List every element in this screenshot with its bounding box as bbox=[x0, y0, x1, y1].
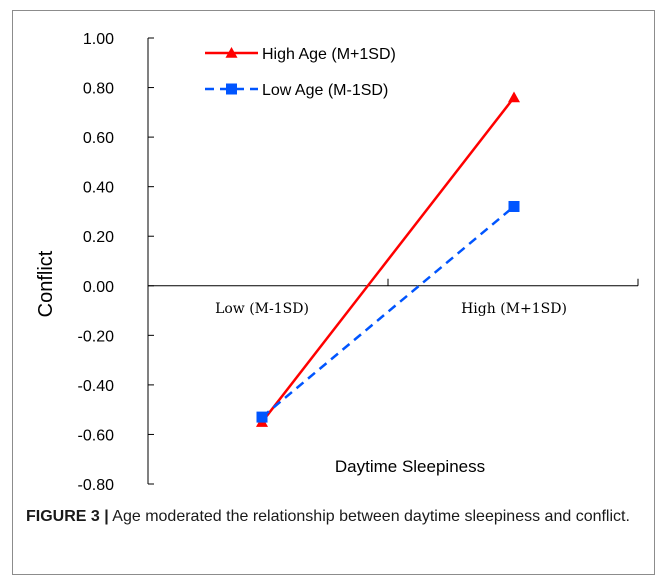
chart-series bbox=[256, 91, 520, 427]
y-tick-label: 1.00 bbox=[83, 31, 114, 48]
y-tick-label: 0.80 bbox=[83, 81, 114, 98]
y-tick-label: -0.20 bbox=[78, 328, 115, 345]
y-tick-label: -0.80 bbox=[78, 477, 115, 494]
data-point bbox=[508, 91, 520, 103]
figure-caption: FIGURE 3 | Age moderated the relationshi… bbox=[26, 504, 646, 529]
legend-marker bbox=[225, 47, 238, 58]
chart-axes: 1.00 0.80 0.60 0.40 0.20 0.00 -0.20 -0.40 -0.60 -… bbox=[78, 31, 639, 494]
series-low-age bbox=[256, 200, 520, 423]
y-tick-label: 0.40 bbox=[83, 180, 114, 197]
legend-label: Low Age (M-1SD) bbox=[262, 82, 388, 99]
y-tick-label: -0.60 bbox=[78, 427, 115, 444]
series-line bbox=[261, 96, 515, 423]
x-tick-label: Low (M-1SD) bbox=[215, 301, 309, 317]
y-tick-label: 0.00 bbox=[83, 279, 114, 296]
legend-item: High Age (M+1SD) bbox=[205, 46, 396, 63]
y-tick-label: -0.40 bbox=[78, 378, 115, 395]
legend-item: Low Age (M-1SD) bbox=[205, 82, 388, 99]
x-axis-title: Daytime Sleepiness bbox=[335, 457, 485, 476]
y-axis-title: Conflict bbox=[35, 250, 57, 317]
legend-marker bbox=[226, 83, 237, 95]
line-chart: 1.00 0.80 0.60 0.40 0.20 0.00 -0.20 -0.40 -0.60 -… bbox=[35, 31, 639, 494]
figure-caption-text: Age moderated the relationship between d… bbox=[112, 508, 630, 525]
legend-label: High Age (M+1SD) bbox=[262, 46, 396, 63]
data-point bbox=[508, 200, 520, 212]
figure-frame bbox=[12, 10, 655, 575]
y-tick-label: 0.60 bbox=[83, 130, 114, 147]
data-point bbox=[256, 411, 268, 423]
y-tick-label: 0.20 bbox=[83, 229, 114, 246]
x-tick-label: High (M+1SD) bbox=[461, 301, 567, 317]
chart-legend: High Age (M+1SD) Low Age (M-1SD) bbox=[205, 46, 396, 99]
series-line bbox=[261, 205, 515, 419]
figure-label: FIGURE 3 | bbox=[26, 508, 109, 525]
series-high-age bbox=[256, 91, 520, 427]
